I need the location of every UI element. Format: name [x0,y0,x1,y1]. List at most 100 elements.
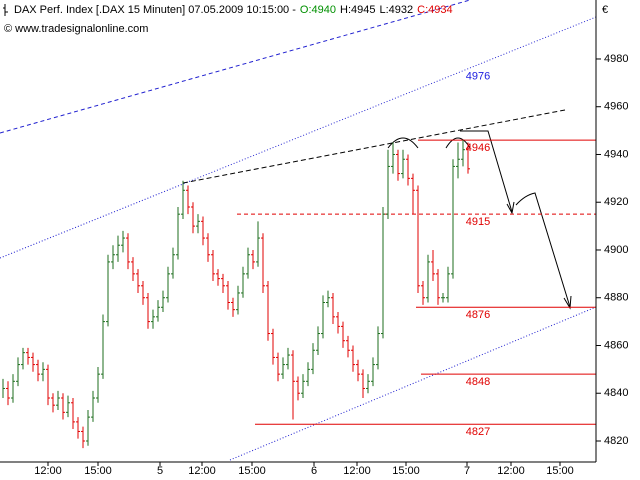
ohlc-bar [91,390,95,422]
ohlc-bar [226,281,230,310]
trend-line [0,0,471,134]
ohlc-bar [391,142,395,174]
ohlc-bar [231,297,235,317]
x-tick-label: 12:00 [497,465,525,477]
ohlc-bar [421,281,425,305]
trend-line [229,306,597,461]
ohlc-bar [151,309,155,329]
ohlc-bar [86,409,90,446]
ohlc-bar [11,374,15,403]
quote-part: H:4945 [340,4,375,16]
x-tick-label: 15:00 [546,465,574,477]
ohlc-bar [71,398,75,430]
x-tick-label: 15:00 [84,465,112,477]
ohlc-bar [176,207,180,260]
ohlc-bar [141,281,145,305]
ohlc-bar [101,314,105,379]
arrow [460,130,513,213]
quote-part: O:4940 [300,4,336,16]
title-text: DAX Perf. Index [.DAX 15 Minuten] 07.05.… [14,4,296,16]
ohlc-bar [276,352,280,382]
currency: € [602,4,608,16]
ohlc-bar [121,230,125,253]
ohlc-bar [266,281,270,341]
y-tick-label: 4900 [604,244,628,256]
level-label: 4946 [466,142,490,154]
x-tick-label: 12:00 [188,465,216,477]
ohlc-bar [356,359,360,382]
y-tick-label: 4960 [604,101,628,113]
level-label: 4827 [466,426,490,438]
ohlc-bar [161,290,165,313]
ohlc-bar [81,426,85,449]
ohlc-bar [256,221,260,267]
ohlc-bar [466,142,470,174]
ohlc-bar [336,312,340,334]
ohlc-bar [96,366,100,403]
ohlc-bar [216,269,220,286]
ohlc-bar [166,266,170,303]
arc [387,137,419,149]
y-tick-label: 4840 [604,387,628,399]
source: © www.tradesignalonline.com [4,23,148,35]
ohlc-bar [131,257,135,282]
ohlc-bar [191,202,195,234]
ohlc-bar [31,352,35,372]
ohlc-bar [236,285,240,315]
ohlc-bar [451,159,455,279]
arrow-head [563,295,572,310]
ohlc-bar [281,357,285,379]
y-tick-label: 4980 [604,53,628,65]
ohlc-bar [416,185,420,293]
ohlc-bar [321,295,325,339]
ohlc-bar [136,269,140,293]
ohlc-bar [396,149,400,181]
ohlc-bar [146,292,150,329]
ohlc-bar [386,149,390,219]
ohlc-bar [316,326,320,356]
ohlc-bar [346,335,350,358]
ohlc-bar [351,345,355,372]
y-tick-label: 4920 [604,196,628,208]
ohlc-bar [156,300,160,322]
ohlc-bar [371,357,375,387]
trend-line [182,109,566,184]
ohlc-bar [56,390,60,410]
quote-part: L:4932 [379,4,413,16]
ohlc-bar [251,249,255,270]
ohlc-bar [401,149,405,179]
ohlc-bar [446,266,450,303]
ohlc-bar [291,350,295,420]
ohlc-bar [196,214,200,234]
ohlc-bar [261,233,265,293]
ohlc-bar [181,180,185,219]
level-label: 4876 [466,309,490,321]
ohlc-bar [76,417,80,439]
ohlc-bar [46,364,50,406]
ohlc-bar [36,359,40,382]
ohlc-bar [411,173,415,215]
ohlc-bar [431,249,435,282]
ohlc-bar [26,347,30,365]
ohlc-bar [66,395,70,418]
ohlc-bar [331,292,335,324]
ohlc-bar [426,254,430,303]
x-tick-label: 15:00 [238,465,266,477]
ohlc-bar [296,376,300,401]
ohlc-bar [171,247,175,279]
ohlc-bar [221,273,225,293]
ohlc-bar [16,357,20,387]
level-label: 4976 [466,70,490,82]
ohlc-bar [211,249,215,282]
ohlc-bar [126,233,130,270]
ohlc-bar [106,254,110,327]
arrow-head [506,201,515,215]
ohlc-bar [366,374,370,394]
ohlc-bar [286,347,290,370]
ohlc-bar [111,245,115,270]
y-tick-label: 4860 [604,339,628,351]
ohlc-bar [301,374,305,399]
chart-icon [3,4,8,16]
ohlc-bar [306,362,310,387]
